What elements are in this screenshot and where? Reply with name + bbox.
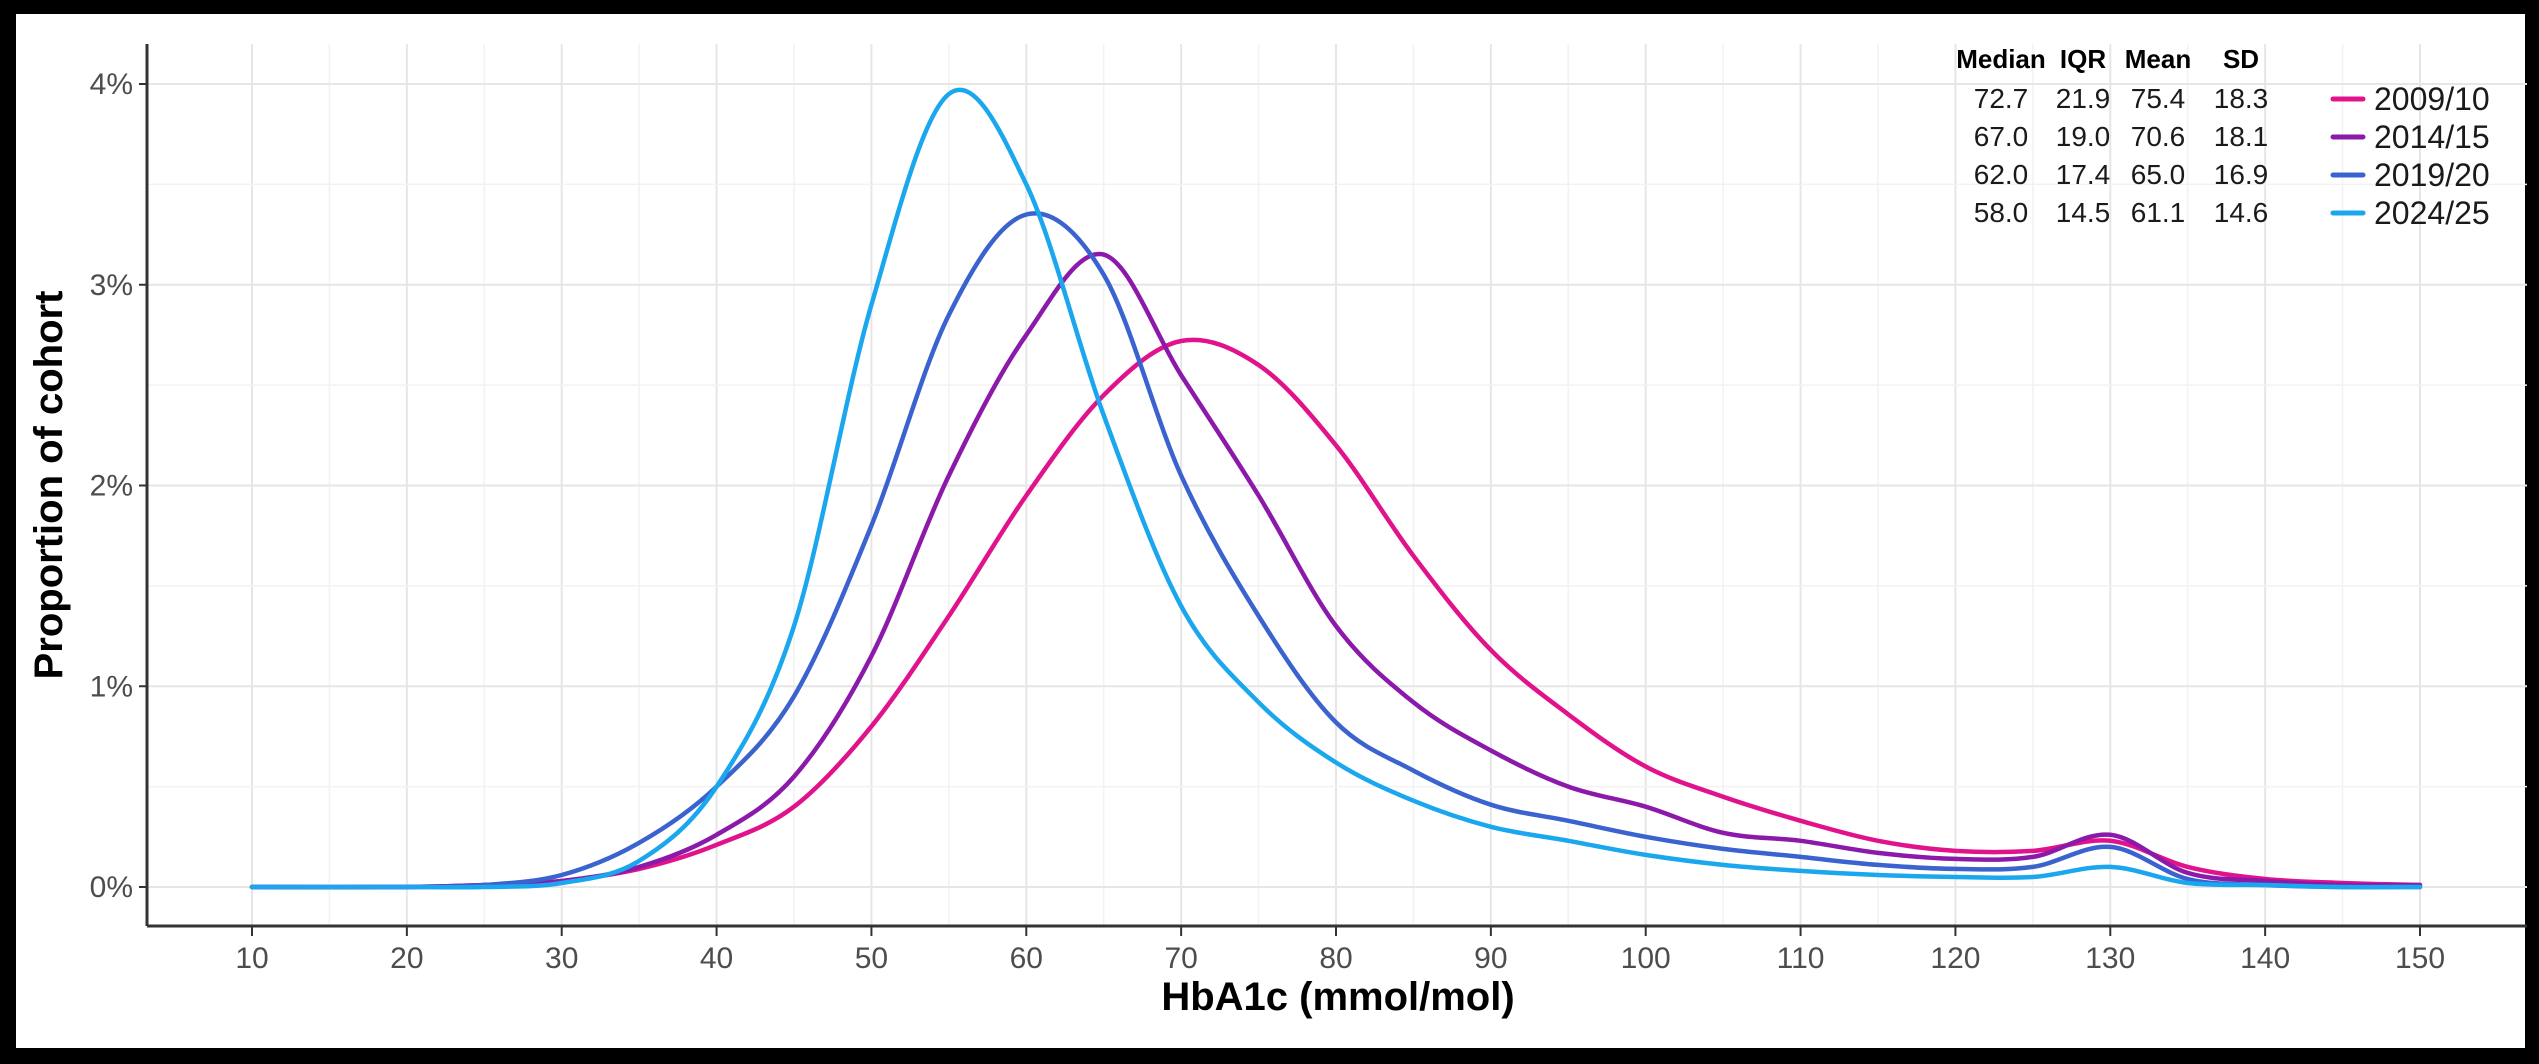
stats-cell: 61.1	[2131, 197, 2186, 228]
stats-cell: 14.5	[2056, 197, 2111, 228]
stats-header-mean: Mean	[2125, 44, 2191, 74]
stats-cell: 65.0	[2131, 159, 2186, 190]
series-line-2019-20	[249, 211, 2423, 890]
x-tick-label: 140	[2240, 942, 2290, 975]
y-tick-label: 0%	[90, 871, 133, 904]
x-tick-label: 80	[1319, 942, 1352, 975]
legend-label: 2024/25	[2374, 195, 2490, 231]
y-axis-title: Proportion of cohort	[27, 291, 71, 680]
legend-label: 2009/10	[2374, 81, 2490, 117]
x-tick-label: 50	[855, 942, 888, 975]
stats-cell: 62.0	[1974, 159, 2029, 190]
series-line-2024-25	[249, 87, 2423, 890]
stats-header-iqr: IQR	[2060, 44, 2106, 74]
x-tick-label: 110	[1777, 942, 1825, 975]
stats-header-sd: SD	[2223, 44, 2259, 74]
stats-cell: 16.9	[2214, 159, 2269, 190]
x-tick-label: 70	[1164, 942, 1197, 975]
stats-cell: 18.1	[2214, 121, 2269, 152]
stats-cell: 14.6	[2214, 197, 2269, 228]
y-tick-label: 2%	[90, 470, 133, 503]
stats-header-median: Median	[1956, 44, 2046, 74]
stats-table: Median IQR Mean SD 72.7 21.9 75.4 18.3 67.0 19.0 7…	[1956, 44, 2268, 228]
x-tick-label: 100	[1621, 942, 1671, 975]
series-line-2014-15	[249, 251, 2423, 890]
legend-label: 2014/15	[2374, 119, 2490, 155]
stats-cell: 70.6	[2131, 121, 2186, 152]
x-tick-label: 130	[2085, 942, 2135, 975]
stats-cell: 21.9	[2056, 83, 2111, 114]
stats-cell: 58.0	[1974, 197, 2029, 228]
y-tick-label: 4%	[90, 68, 133, 101]
x-tick-label: 90	[1474, 942, 1507, 975]
x-axis-title: HbA1c (mmol/mol)	[1161, 975, 1514, 1019]
stats-cell: 72.7	[1974, 83, 2029, 114]
legend-label: 2019/20	[2374, 157, 2490, 193]
x-tick-label: 60	[1010, 942, 1043, 975]
y-tick-label: 1%	[90, 670, 133, 703]
stats-cell: 67.0	[1974, 121, 2029, 152]
x-tick-label: 40	[700, 942, 733, 975]
x-axis-ticks: 10 20 30 40 50 60 70 80 90 100 110 120 130 140 150	[235, 926, 2445, 975]
stats-cell: 19.0	[2056, 121, 2111, 152]
y-axis-ticks: 0% 1% 2% 3% 4%	[90, 68, 147, 904]
series-line-2009-10	[249, 337, 2423, 890]
x-tick-label: 10	[235, 942, 268, 975]
chart-background	[16, 14, 2525, 1048]
stats-cell: 18.3	[2214, 83, 2269, 114]
series-lines	[249, 87, 2423, 890]
y-tick-label: 3%	[90, 269, 133, 302]
stats-cell: 75.4	[2131, 83, 2186, 114]
stats-cell: 17.4	[2056, 159, 2111, 190]
x-tick-label: 20	[390, 942, 423, 975]
x-tick-label: 120	[1930, 942, 1980, 975]
x-tick-label: 30	[545, 942, 578, 975]
x-tick-label: 150	[2395, 942, 2445, 975]
